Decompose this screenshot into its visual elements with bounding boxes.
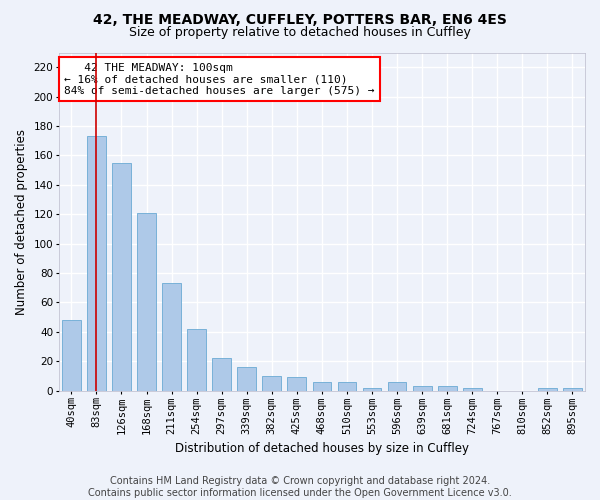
Bar — [212, 358, 231, 390]
Bar — [388, 382, 406, 390]
Text: Contains HM Land Registry data © Crown copyright and database right 2024.
Contai: Contains HM Land Registry data © Crown c… — [88, 476, 512, 498]
Bar — [238, 367, 256, 390]
Bar — [162, 284, 181, 391]
Bar — [87, 136, 106, 390]
Y-axis label: Number of detached properties: Number of detached properties — [15, 128, 28, 314]
Bar — [338, 382, 356, 390]
Bar — [362, 388, 382, 390]
Bar — [137, 212, 156, 390]
X-axis label: Distribution of detached houses by size in Cuffley: Distribution of detached houses by size … — [175, 442, 469, 455]
Bar — [413, 386, 431, 390]
Bar — [187, 329, 206, 390]
Bar — [62, 320, 81, 390]
Bar — [538, 388, 557, 390]
Text: 42, THE MEADWAY, CUFFLEY, POTTERS BAR, EN6 4ES: 42, THE MEADWAY, CUFFLEY, POTTERS BAR, E… — [93, 12, 507, 26]
Text: 42 THE MEADWAY: 100sqm
← 16% of detached houses are smaller (110)
84% of semi-de: 42 THE MEADWAY: 100sqm ← 16% of detached… — [64, 62, 374, 96]
Bar — [112, 163, 131, 390]
Text: Size of property relative to detached houses in Cuffley: Size of property relative to detached ho… — [129, 26, 471, 39]
Bar — [287, 378, 306, 390]
Bar — [313, 382, 331, 390]
Bar — [438, 386, 457, 390]
Bar — [563, 388, 582, 390]
Bar — [262, 376, 281, 390]
Bar — [463, 388, 482, 390]
